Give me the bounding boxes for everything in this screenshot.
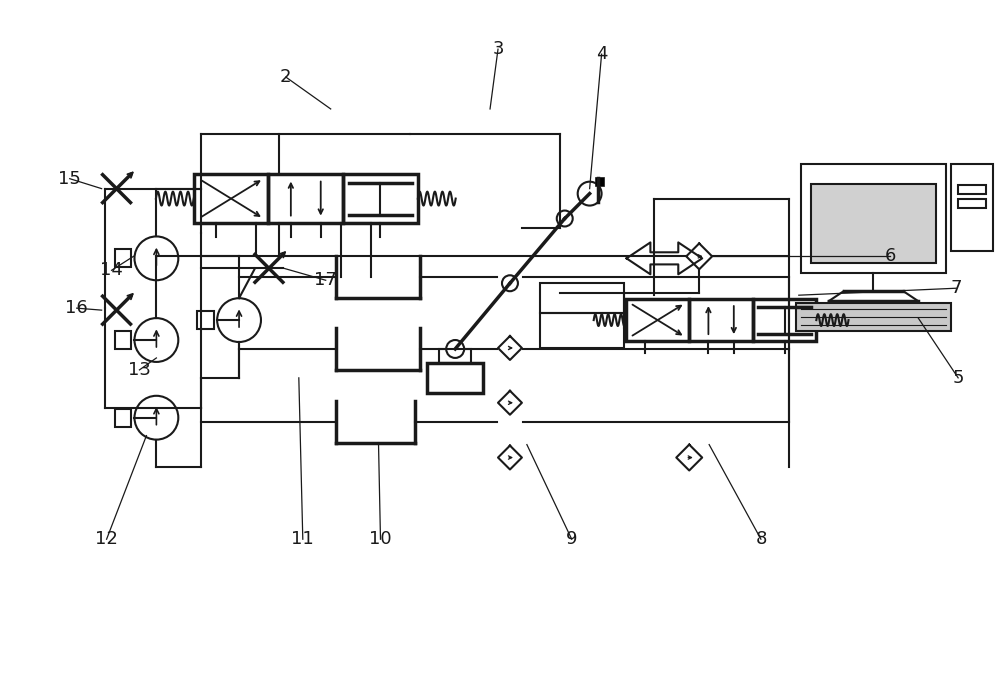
Text: 6: 6: [885, 248, 896, 266]
Bar: [115, 331, 131, 349]
Text: 10: 10: [369, 530, 392, 548]
Bar: [595, 177, 604, 186]
Bar: [753, 299, 816, 341]
Bar: [115, 409, 131, 427]
Text: 2: 2: [280, 68, 292, 86]
Bar: [796, 303, 951, 331]
Bar: [268, 173, 343, 224]
Circle shape: [557, 211, 573, 226]
Text: 5: 5: [952, 369, 964, 387]
Bar: [115, 249, 131, 268]
Bar: [958, 186, 986, 195]
Bar: [439, 349, 471, 363]
Circle shape: [446, 340, 464, 358]
Bar: [958, 199, 986, 208]
Bar: [343, 173, 418, 224]
Text: 13: 13: [128, 361, 151, 379]
Bar: [951, 164, 993, 251]
Circle shape: [134, 237, 178, 280]
Text: 3: 3: [492, 40, 504, 58]
Text: 15: 15: [58, 170, 81, 188]
Bar: [197, 311, 214, 329]
Circle shape: [578, 182, 602, 206]
Bar: [811, 184, 936, 264]
Bar: [194, 173, 268, 224]
Bar: [689, 299, 753, 341]
Bar: [626, 299, 689, 341]
Bar: [427, 363, 483, 393]
Bar: [801, 164, 946, 273]
Bar: [540, 313, 624, 348]
Circle shape: [134, 318, 178, 362]
Text: 16: 16: [65, 299, 88, 317]
Text: 9: 9: [566, 530, 577, 548]
Text: 12: 12: [95, 530, 118, 548]
Circle shape: [502, 275, 518, 291]
Text: 4: 4: [596, 45, 607, 63]
Text: 11: 11: [291, 530, 314, 548]
Bar: [540, 283, 624, 313]
Circle shape: [217, 298, 261, 342]
Text: 17: 17: [314, 271, 337, 289]
Text: 7: 7: [950, 279, 962, 297]
Text: 8: 8: [755, 530, 767, 548]
Circle shape: [134, 396, 178, 440]
Text: 14: 14: [100, 261, 123, 279]
